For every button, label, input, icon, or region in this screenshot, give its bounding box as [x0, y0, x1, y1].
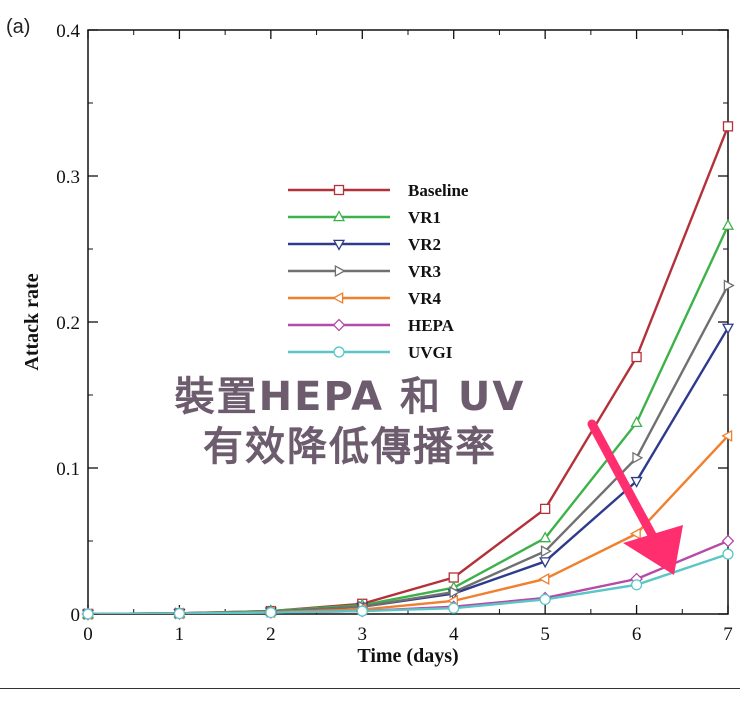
legend-label-baseline: Baseline — [408, 181, 469, 200]
legend-marker-vr2 — [332, 239, 346, 251]
data-point-vr2 — [630, 476, 643, 488]
y-axis-title: Attack rate — [21, 273, 43, 370]
data-point-vr1 — [539, 531, 552, 543]
y-tick-label: 0.4 — [56, 21, 80, 42]
legend-marker-vr3 — [334, 264, 346, 278]
data-point-baseline — [539, 503, 551, 515]
data-point-uvgi — [356, 605, 368, 617]
series-markers — [81, 121, 735, 621]
data-point-baseline — [631, 351, 642, 363]
y-tick-label: 0.3 — [56, 167, 80, 188]
legend-label-uvgi: UVGI — [408, 343, 453, 362]
series-line-vr2 — [88, 327, 728, 614]
axis-ticks: 0 1 2 3 4 5 6 7 0 0.1 0.2 0.3 0.4 — [56, 21, 733, 645]
data-point-uvgi — [265, 606, 277, 619]
x-tick-label: 4 — [449, 624, 459, 645]
bottom-divider — [0, 688, 740, 689]
data-point-vr1 — [721, 218, 735, 230]
data-point-vr1 — [630, 415, 643, 427]
legend-label-vr4: VR4 — [408, 289, 442, 308]
data-point-uvgi — [722, 548, 734, 560]
legend-marker-baseline — [333, 184, 345, 196]
data-point-vr3 — [449, 586, 461, 599]
data-point-baseline — [722, 121, 734, 132]
data-point-vr2 — [721, 323, 735, 335]
data-point-vr4 — [721, 429, 733, 442]
series-line-vr1 — [88, 225, 728, 614]
data-point-uvgi — [630, 579, 643, 591]
x-tick-label: 5 — [540, 624, 550, 645]
x-tick-label: 1 — [175, 624, 185, 645]
legend: Baseline VR1 VR2 VR3 VR4 HEPA UVGI — [288, 181, 469, 362]
x-tick-label: 0 — [83, 624, 93, 645]
legend-label-vr1: VR1 — [408, 208, 441, 227]
y-tick-label: 0 — [71, 605, 81, 626]
pointer-arrow-shaft — [587, 419, 657, 540]
data-point-uvgi — [448, 602, 460, 614]
data-point-vr4 — [538, 572, 550, 586]
data-point-vr2 — [539, 557, 552, 569]
series-line-uvgi — [88, 553, 728, 614]
panel-label: (a) — [6, 16, 31, 38]
series-lines — [88, 125, 728, 614]
y-tick-label: 0.1 — [56, 459, 80, 480]
legend-label-hepa: HEPA — [408, 316, 455, 335]
data-point-vr3 — [723, 279, 735, 292]
x-tick-label: 7 — [723, 624, 733, 645]
data-point-vr3 — [632, 451, 644, 464]
data-point-hepa — [721, 534, 735, 548]
x-axis-title: Time (days) — [357, 645, 458, 667]
data-point-uvgi — [539, 593, 551, 606]
data-point-baseline — [448, 572, 459, 583]
x-tick-label: 6 — [632, 624, 642, 645]
legend-label-vr3: VR3 — [408, 262, 441, 281]
x-tick-label: 2 — [266, 624, 276, 645]
legend-marker-uvgi — [333, 346, 345, 358]
pointer-arrow-head — [623, 525, 683, 575]
pointer-arrow — [587, 419, 683, 575]
data-point-uvgi — [82, 608, 94, 620]
legend-label-vr2: VR2 — [408, 235, 441, 254]
legend-marker-vr4 — [332, 291, 344, 305]
data-point-vr4 — [629, 527, 641, 540]
y-tick-label: 0.2 — [56, 313, 80, 334]
x-tick-label: 3 — [358, 624, 368, 645]
data-point-vr3 — [540, 545, 552, 558]
data-point-uvgi — [173, 607, 186, 620]
legend-marker-hepa — [332, 318, 346, 332]
legend-marker-vr1 — [332, 210, 346, 222]
